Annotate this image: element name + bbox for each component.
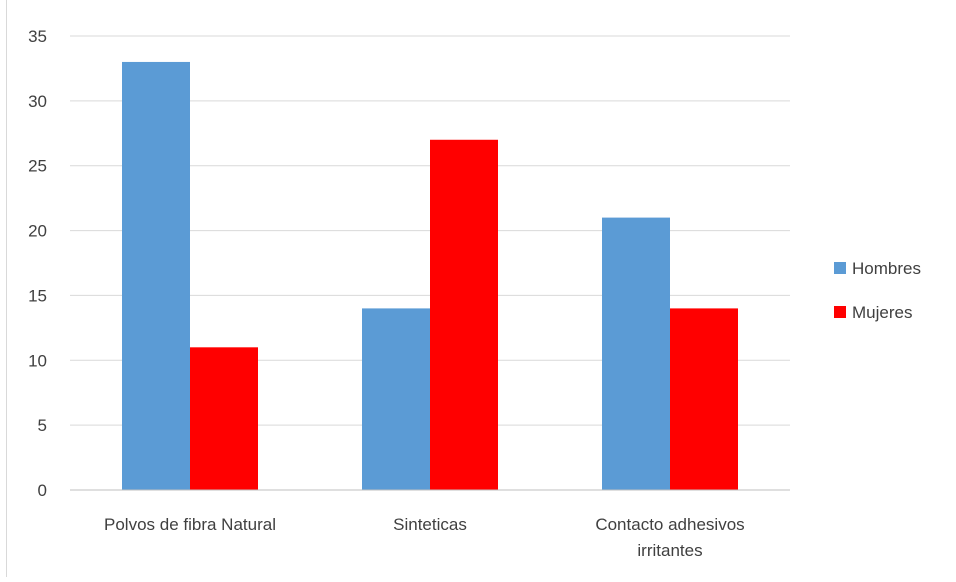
y-tick-label: 0 [38, 481, 47, 500]
y-tick-label: 15 [28, 286, 47, 305]
y-tick-label: 5 [38, 416, 47, 435]
y-tick-label: 20 [28, 222, 47, 241]
x-tick-label: Sinteticas [393, 515, 467, 534]
y-tick-label: 30 [28, 92, 47, 111]
axes: 0 5 10 15 20 25 30 35 Polvos de fibra Natural Sin… [28, 27, 790, 560]
bars [122, 61, 738, 490]
bar-mujeres-1 [430, 139, 498, 490]
y-tick-label: 35 [28, 27, 47, 46]
frame-left-border [6, 0, 7, 577]
legend-swatch-mujeres [834, 306, 846, 318]
bar-hombres-2 [602, 217, 670, 490]
x-tick-label: Contacto adhesivos irritantes [595, 515, 744, 560]
legend-label: Mujeres [852, 303, 912, 322]
bar-hombres-1 [362, 308, 430, 490]
legend: Hombres Mujeres [834, 259, 921, 322]
y-tick-label: 25 [28, 157, 47, 176]
bar-mujeres-0 [190, 347, 258, 490]
bar-hombres-0 [122, 61, 190, 490]
x-tick-label: Polvos de fibra Natural [104, 515, 276, 534]
legend-label: Hombres [852, 259, 921, 278]
bar-mujeres-2 [670, 308, 738, 490]
y-tick-label: 10 [28, 351, 47, 370]
legend-swatch-hombres [834, 262, 846, 274]
